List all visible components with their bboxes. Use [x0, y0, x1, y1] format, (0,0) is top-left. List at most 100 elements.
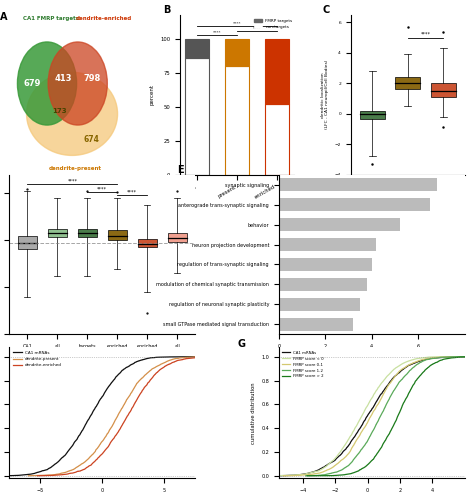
- Line: dendrite-enriched: dendrite-enriched: [37, 357, 237, 476]
- CA1 mRNAs: [55, 459, 60, 465]
- dendrite-present: [26, 473, 31, 479]
- CA1 mRNAs: [268, 473, 274, 479]
- FMRP score 1-2: [303, 473, 309, 479]
- Line: FMRP score 0-1: FMRP score 0-1: [283, 357, 460, 476]
- Line: dendrite-present: dendrite-present: [28, 357, 205, 476]
- CA1 mRNAs: [359, 422, 365, 428]
- FMRP score < 0: [351, 427, 357, 433]
- Text: ****: ****: [213, 31, 221, 35]
- Ellipse shape: [18, 42, 77, 125]
- FMRP score 0-1: [364, 422, 369, 428]
- Text: ****: ****: [67, 178, 77, 183]
- dendrite-present: [89, 452, 95, 458]
- Bar: [279, 278, 367, 291]
- Bar: [279, 318, 353, 331]
- Bar: [279, 178, 437, 191]
- FMRP score < 0: [267, 473, 273, 479]
- CA1 mRNAs: [142, 356, 148, 362]
- CA1 mRNAs: [356, 427, 362, 433]
- CA1 mRNAs: [328, 459, 334, 465]
- dendrite-enriched: [35, 473, 40, 479]
- Bar: [108, 230, 127, 241]
- CA1 mRNAs: [425, 356, 431, 362]
- Legend: CA1 mRNAs, FMRP score < 0, FMRP score 0-1, FMRP score 1-2, FMRP score > 2: CA1 mRNAs, FMRP score < 0, FMRP score 0-…: [281, 349, 325, 380]
- Ellipse shape: [27, 72, 118, 155]
- Text: 798: 798: [84, 74, 101, 83]
- Y-axis label: percent: percent: [150, 84, 155, 105]
- dendrite-enriched: [117, 427, 122, 433]
- Text: ****: ****: [253, 26, 261, 31]
- Bar: [279, 298, 360, 311]
- FMRP score < 0: [467, 354, 473, 360]
- Bar: [137, 239, 157, 247]
- FMRP score 1-2: [462, 354, 468, 360]
- dendrite-present: [146, 369, 152, 375]
- Text: 674: 674: [83, 135, 100, 144]
- Bar: [48, 229, 67, 237]
- Legend: FMRP targets, non-targets: FMRP targets, non-targets: [252, 17, 294, 30]
- dendrite-present: [107, 427, 112, 433]
- Bar: [18, 236, 37, 248]
- dendrite-enriched: [91, 459, 97, 465]
- Line: CA1 mRNAs: CA1 mRNAs: [4, 357, 198, 476]
- dendrite-present: [82, 459, 87, 465]
- Text: CA1 FMRP targets: CA1 FMRP targets: [23, 16, 79, 21]
- FMRP score < 0: [328, 459, 334, 465]
- Bar: [185, 39, 209, 58]
- Bar: [265, 39, 289, 104]
- Text: ****: ****: [233, 21, 241, 25]
- Legend: CA1 mRNAs, dendrite-present, dendrite-enriched: CA1 mRNAs, dendrite-present, dendrite-en…: [11, 349, 64, 369]
- FMRP score > 2: [367, 459, 373, 465]
- Bar: [279, 218, 400, 231]
- CA1 mRNAs: [1, 473, 7, 479]
- FMRP score < 0: [389, 369, 394, 375]
- FMRP score > 2: [388, 427, 394, 433]
- FMRP score 0-1: [457, 354, 463, 360]
- FMRP score 0-1: [336, 459, 342, 465]
- dendrite-enriched: [234, 354, 240, 360]
- CA1 mRNAs: [80, 427, 85, 433]
- FMRP score < 0: [335, 452, 340, 458]
- CA1 mRNAs: [82, 422, 88, 428]
- Bar: [279, 238, 376, 251]
- FMRP score 0-1: [423, 356, 428, 362]
- Line: FMRP score 1-2: FMRP score 1-2: [306, 357, 465, 476]
- FMRP score < 0: [412, 356, 418, 362]
- Bar: [225, 39, 249, 66]
- FMRP score > 2: [391, 422, 397, 428]
- FMRP score > 2: [442, 356, 447, 362]
- Text: ****: ****: [128, 189, 137, 194]
- Bar: [431, 83, 456, 97]
- Text: ****: ****: [420, 31, 430, 36]
- Ellipse shape: [48, 42, 107, 125]
- Text: dendrite-enriched: dendrite-enriched: [75, 16, 132, 21]
- dendrite-enriched: [155, 369, 161, 375]
- Text: A: A: [0, 12, 8, 22]
- Bar: [225, 66, 249, 175]
- CA1 mRNAs: [118, 369, 124, 375]
- Line: FMRP score < 0: FMRP score < 0: [270, 357, 470, 476]
- Bar: [168, 233, 187, 242]
- Text: 679: 679: [24, 79, 41, 88]
- CA1 mRNAs: [337, 452, 343, 458]
- FMRP score > 2: [304, 473, 310, 479]
- dendrite-enriched: [98, 452, 103, 458]
- Line: CA1 mRNAs: CA1 mRNAs: [271, 357, 474, 476]
- Bar: [395, 77, 420, 89]
- Bar: [78, 229, 97, 237]
- Bar: [360, 111, 384, 119]
- CA1 mRNAs: [397, 369, 403, 375]
- FMRP score > 2: [420, 369, 426, 375]
- FMRP score 1-2: [371, 427, 376, 433]
- FMRP score 0-1: [344, 452, 350, 458]
- Text: E: E: [177, 165, 183, 175]
- FMRP score 1-2: [406, 369, 411, 375]
- Line: FMRP score > 2: FMRP score > 2: [307, 357, 474, 476]
- FMRP score 0-1: [281, 473, 286, 479]
- Bar: [279, 258, 372, 271]
- Text: ****: ****: [97, 187, 107, 192]
- Bar: [185, 58, 209, 175]
- FMRP score 1-2: [355, 452, 360, 458]
- dendrite-present: [110, 422, 116, 428]
- CA1 mRNAs: [63, 452, 68, 458]
